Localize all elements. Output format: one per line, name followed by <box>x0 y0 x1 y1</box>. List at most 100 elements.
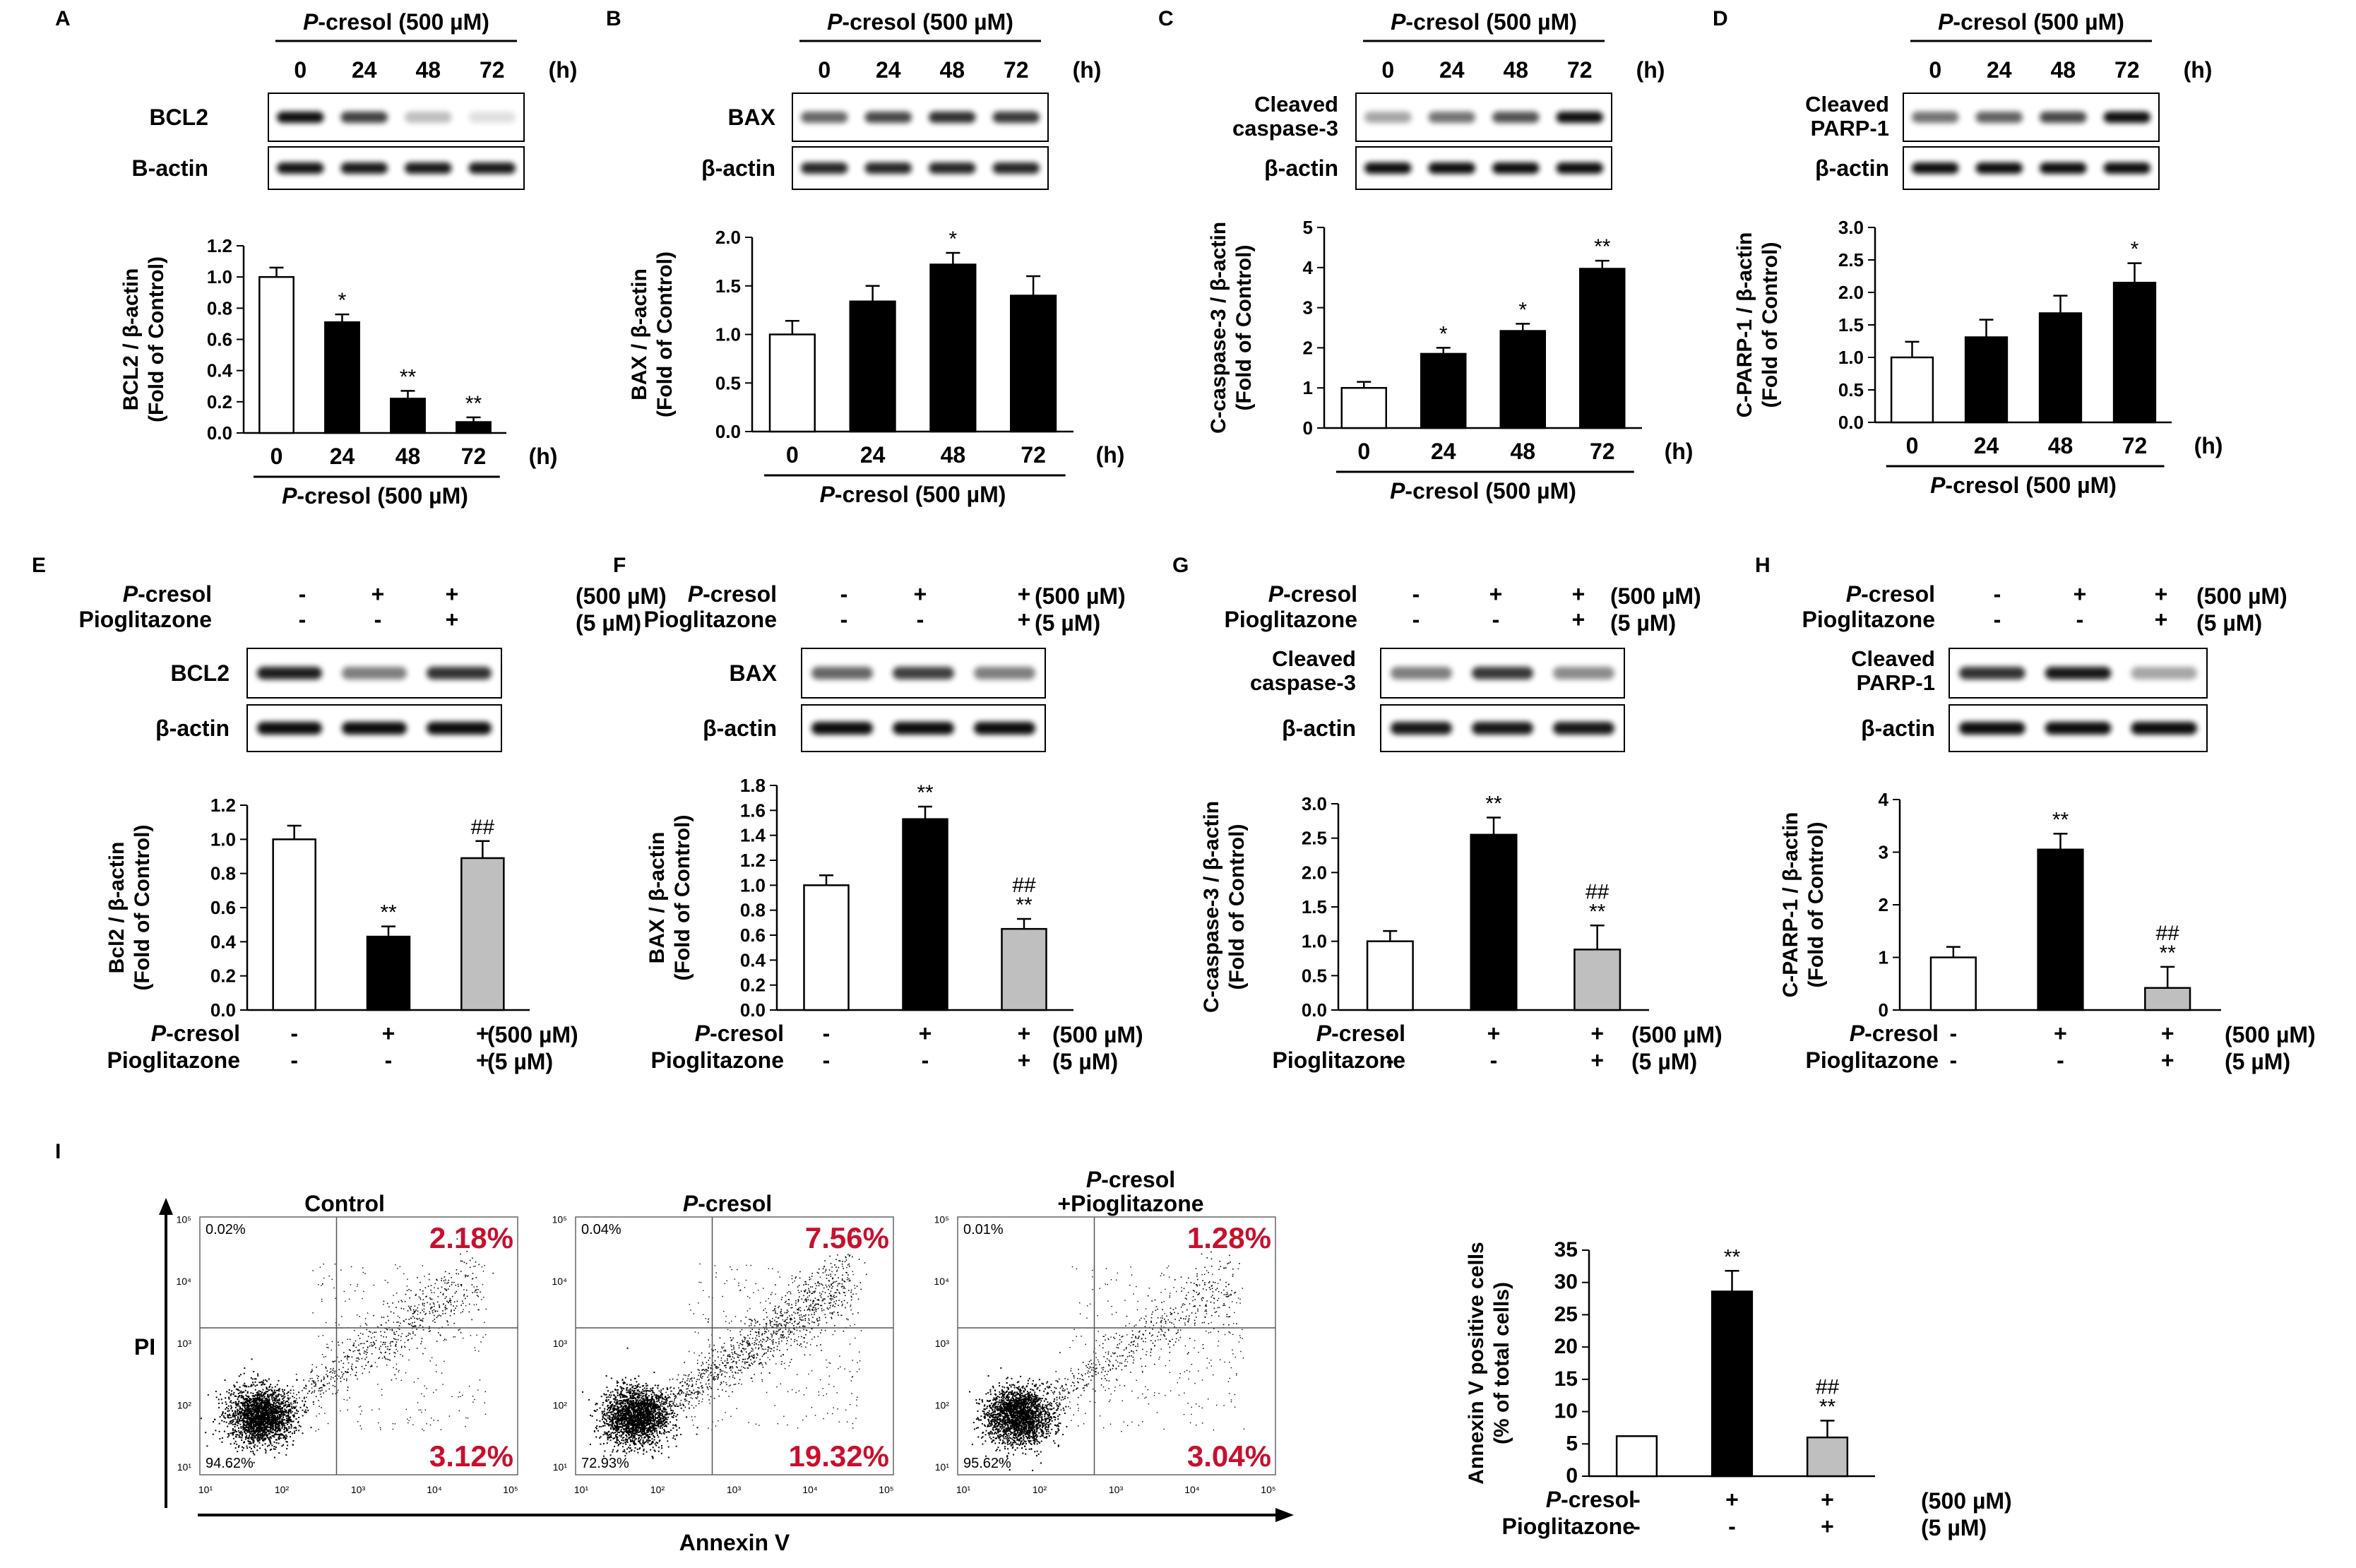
flow-dot <box>261 1422 263 1423</box>
flow-dot <box>255 1385 256 1386</box>
flow-dot <box>277 1430 278 1432</box>
flow-dot <box>274 1417 275 1418</box>
y-tick-label: 2.5 <box>1302 828 1327 849</box>
flow-dot <box>669 1432 670 1433</box>
flow-dot <box>268 1398 270 1400</box>
blot-time-label: 24 <box>876 57 901 83</box>
treat-dose: (5 µM) <box>487 1049 553 1074</box>
flow-dot <box>231 1393 232 1394</box>
flow-dot <box>234 1426 236 1427</box>
treat-sign: - <box>299 607 307 632</box>
flow-dot <box>286 1429 287 1430</box>
treat-sign: - <box>917 607 924 632</box>
flow-dot <box>304 1387 305 1389</box>
flow-dot <box>399 1317 400 1318</box>
flow-dot <box>397 1350 398 1351</box>
flow-dot <box>316 1396 317 1397</box>
treat-sign: - <box>922 1047 929 1073</box>
flow-dot <box>332 1370 333 1371</box>
blot-band <box>993 162 1040 174</box>
blot-band <box>405 162 452 174</box>
flow-dot <box>430 1360 431 1361</box>
flow-dot <box>356 1360 357 1362</box>
flow-dot <box>476 1289 477 1290</box>
y-tick-label: 0.0 <box>210 999 236 1021</box>
flow-dot <box>227 1436 229 1437</box>
flow-dot <box>411 1338 412 1339</box>
flow-dot <box>323 1392 324 1394</box>
flow-dot <box>626 1391 628 1393</box>
flow-dot <box>434 1304 435 1305</box>
flow-dot <box>374 1331 375 1333</box>
flow-dot <box>283 1429 285 1430</box>
flow-dot <box>676 1425 677 1427</box>
flow-dot <box>485 1334 486 1335</box>
flow-dot <box>643 1399 644 1401</box>
flow-dot <box>266 1435 268 1437</box>
significance-mark: ## <box>1012 874 1036 897</box>
flow-dot <box>420 1319 421 1321</box>
blot-header-a-rest: -cresol (500 µM) <box>318 9 489 35</box>
flow-dot <box>252 1413 254 1415</box>
flow-dot <box>400 1340 401 1341</box>
flow-dot <box>261 1413 262 1415</box>
significance-mark: ** <box>400 365 417 388</box>
x-unit-label: (h) <box>2194 433 2223 458</box>
flow-dot <box>262 1424 263 1425</box>
flow-dot <box>456 1291 457 1293</box>
blot-band <box>811 667 873 679</box>
flow-dot <box>351 1368 352 1369</box>
flow-dot <box>278 1428 279 1430</box>
flow-dot <box>290 1424 292 1425</box>
flow-dot <box>453 1282 455 1283</box>
flow-dot <box>292 1408 293 1409</box>
flow-dot <box>396 1364 397 1365</box>
flow-dot <box>439 1334 440 1335</box>
flow-dot <box>621 1435 622 1436</box>
blot-band <box>1959 722 2025 735</box>
bar-control <box>804 885 849 1010</box>
flow-dot <box>264 1396 266 1397</box>
blot-time-label: 48 <box>2050 57 2076 83</box>
flow-dot <box>304 1405 305 1406</box>
flow-dot <box>394 1374 395 1376</box>
flow-dot <box>242 1408 243 1409</box>
flow-dot <box>232 1410 233 1411</box>
flow-dot <box>606 1394 607 1395</box>
flow-dot <box>632 1432 633 1433</box>
flow-dot <box>275 1405 277 1406</box>
flow-dot <box>227 1426 228 1427</box>
treat-sign: - <box>823 1047 831 1073</box>
flow-dot <box>247 1427 249 1428</box>
flow-dot <box>371 1353 373 1355</box>
flow-dot <box>379 1349 381 1350</box>
flow-dot <box>272 1430 273 1431</box>
flow-dot <box>319 1388 320 1389</box>
flow-dot <box>292 1432 293 1434</box>
treat-sign: - <box>823 1021 831 1046</box>
flow-dot <box>621 1386 622 1388</box>
flow-dot <box>606 1420 607 1422</box>
flow-dot <box>355 1367 357 1368</box>
flow-dot <box>232 1432 234 1434</box>
flow-dot <box>230 1394 232 1396</box>
flow-dot <box>409 1349 410 1350</box>
flow-dot <box>361 1410 362 1411</box>
blot-band <box>2045 722 2112 735</box>
flow-dot <box>205 1432 206 1433</box>
flow-dot <box>380 1346 381 1347</box>
flow-dot <box>434 1319 435 1320</box>
flow-dot <box>612 1438 614 1439</box>
flow-dot <box>242 1434 243 1435</box>
flow-dot <box>410 1306 412 1307</box>
flow-dot <box>400 1323 401 1324</box>
y-tick-label: 2.0 <box>1838 282 1864 303</box>
bar-48 <box>2040 313 2081 422</box>
flow-dot <box>232 1435 234 1436</box>
flow-dot <box>256 1445 258 1447</box>
flow-dot <box>268 1401 270 1402</box>
bar-chart-f: 0.00.20.40.60.81.01.21.41.61.8BAX / β-ac… <box>645 775 1143 1074</box>
flow-dot <box>258 1382 260 1383</box>
flow-dot <box>395 1343 397 1345</box>
treat-dose: (500 µM) <box>1631 1022 1723 1047</box>
